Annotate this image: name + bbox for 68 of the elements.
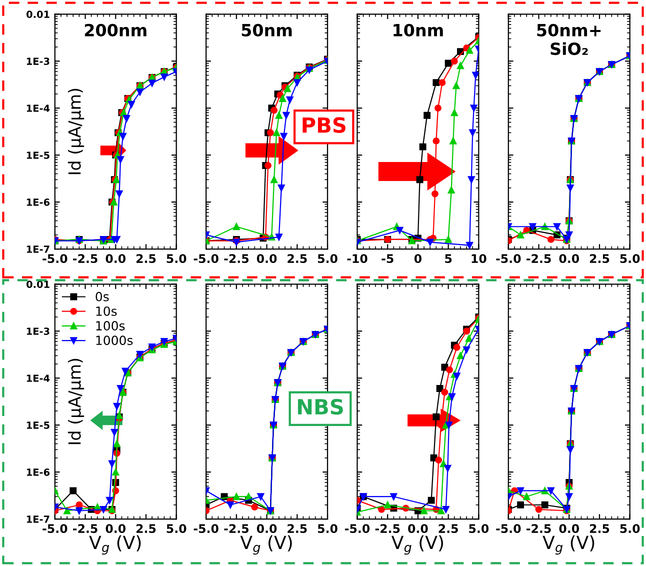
- y-tick-label: 1E-5: [26, 152, 50, 159]
- legend-label: 1000s: [96, 336, 133, 346]
- x-tick-label: -5.0: [496, 254, 521, 264]
- chart-title: 200nm: [84, 24, 146, 36]
- x-tick-label: 0.0: [256, 254, 277, 264]
- y-tick-label: 1E-7: [26, 516, 50, 523]
- x-tick-label: 2.5: [590, 254, 610, 264]
- y-tick-label: 1E-6: [26, 198, 50, 206]
- x-tick-label: 10: [472, 254, 486, 264]
- x-axis-title: V$_{g}$ (V): [542, 535, 594, 555]
- y-tick-label: 0.01: [26, 280, 50, 288]
- x-tick-label: -2.5: [526, 524, 551, 534]
- x-tick-label: -2.5: [224, 254, 249, 264]
- x-tick-label: 2.5: [590, 524, 610, 534]
- x-tick-label: 0: [414, 254, 422, 264]
- x-tick-label: 5.0: [166, 524, 186, 534]
- x-axis-title: V$_{g}$ (V): [391, 535, 443, 555]
- x-tick-label: -5.0: [42, 254, 68, 264]
- legend-label: 100s: [96, 321, 125, 331]
- y-tick-label: 1E-3: [26, 58, 50, 65]
- y-tick-label: 1E-4: [26, 374, 50, 382]
- x-tick-label: 2.5: [288, 524, 307, 534]
- y-tick-label: 0.01: [26, 10, 50, 18]
- x-axis-title: V$_{g}$ (V): [240, 535, 292, 555]
- x-tick-label: 0.0: [256, 524, 277, 534]
- x-tick-label: 5.0: [620, 524, 640, 534]
- x-tick-label: 5.0: [318, 254, 338, 264]
- x-tick-label: 5: [445, 254, 452, 264]
- x-tick-label: 5.0: [166, 254, 186, 264]
- y-tick-label: 1E-5: [26, 422, 50, 429]
- x-tick-label: -5.0: [42, 524, 68, 534]
- annotation: NBS: [298, 398, 343, 415]
- chart-title: 10nm: [394, 24, 443, 36]
- x-tick-label: 2.5: [136, 524, 156, 534]
- x-tick-label: 0.0: [106, 524, 126, 534]
- x-tick-label: 0.0: [408, 524, 428, 534]
- x-tick-label: -2.5: [73, 254, 98, 264]
- x-tick-label: 5.0: [620, 254, 640, 264]
- text: 50nm+ SiO₂: [537, 24, 601, 56]
- x-tick-label: -5.0: [344, 524, 370, 534]
- x-tick-label: -2.5: [375, 524, 400, 534]
- y-tick-label: 1E-6: [26, 468, 50, 476]
- y-axis-title: Id (μA/μm): [68, 88, 84, 174]
- x-tick-label: -5.0: [194, 524, 218, 534]
- x-tick-label: 0.0: [106, 254, 126, 264]
- x-tick-label: 2.5: [136, 254, 156, 264]
- x-tick-label: 2.5: [288, 254, 307, 264]
- x-tick-label: 0.0: [559, 524, 580, 534]
- x-tick-label: 5.0: [469, 524, 489, 534]
- legend-label: 10s: [96, 306, 117, 316]
- x-tick-label: -5.0: [194, 254, 218, 264]
- x-tick-label: -10: [347, 254, 368, 264]
- y-axis-title: Id (μA/μm): [68, 358, 84, 444]
- y-tick-label: 1E-4: [26, 104, 50, 112]
- x-tick-label: 5.0: [318, 524, 338, 534]
- chart-title: 50nm: [242, 24, 292, 36]
- x-axis-title: V$_{g}$ (V): [89, 535, 141, 555]
- y-tick-label: 1E-7: [26, 246, 50, 253]
- x-tick-label: -2.5: [224, 524, 249, 534]
- x-tick-label: -2.5: [73, 524, 98, 534]
- x-tick-label: -2.5: [526, 254, 551, 264]
- x-tick-label: -5.0: [496, 524, 521, 534]
- annotation: PBS: [302, 117, 346, 133]
- legend-label: 0s: [96, 292, 109, 302]
- x-tick-label: 0.0: [559, 254, 580, 264]
- y-tick-label: 1E-3: [26, 328, 50, 335]
- x-tick-label: 2.5: [438, 524, 458, 534]
- x-tick-label: -5: [382, 254, 394, 264]
